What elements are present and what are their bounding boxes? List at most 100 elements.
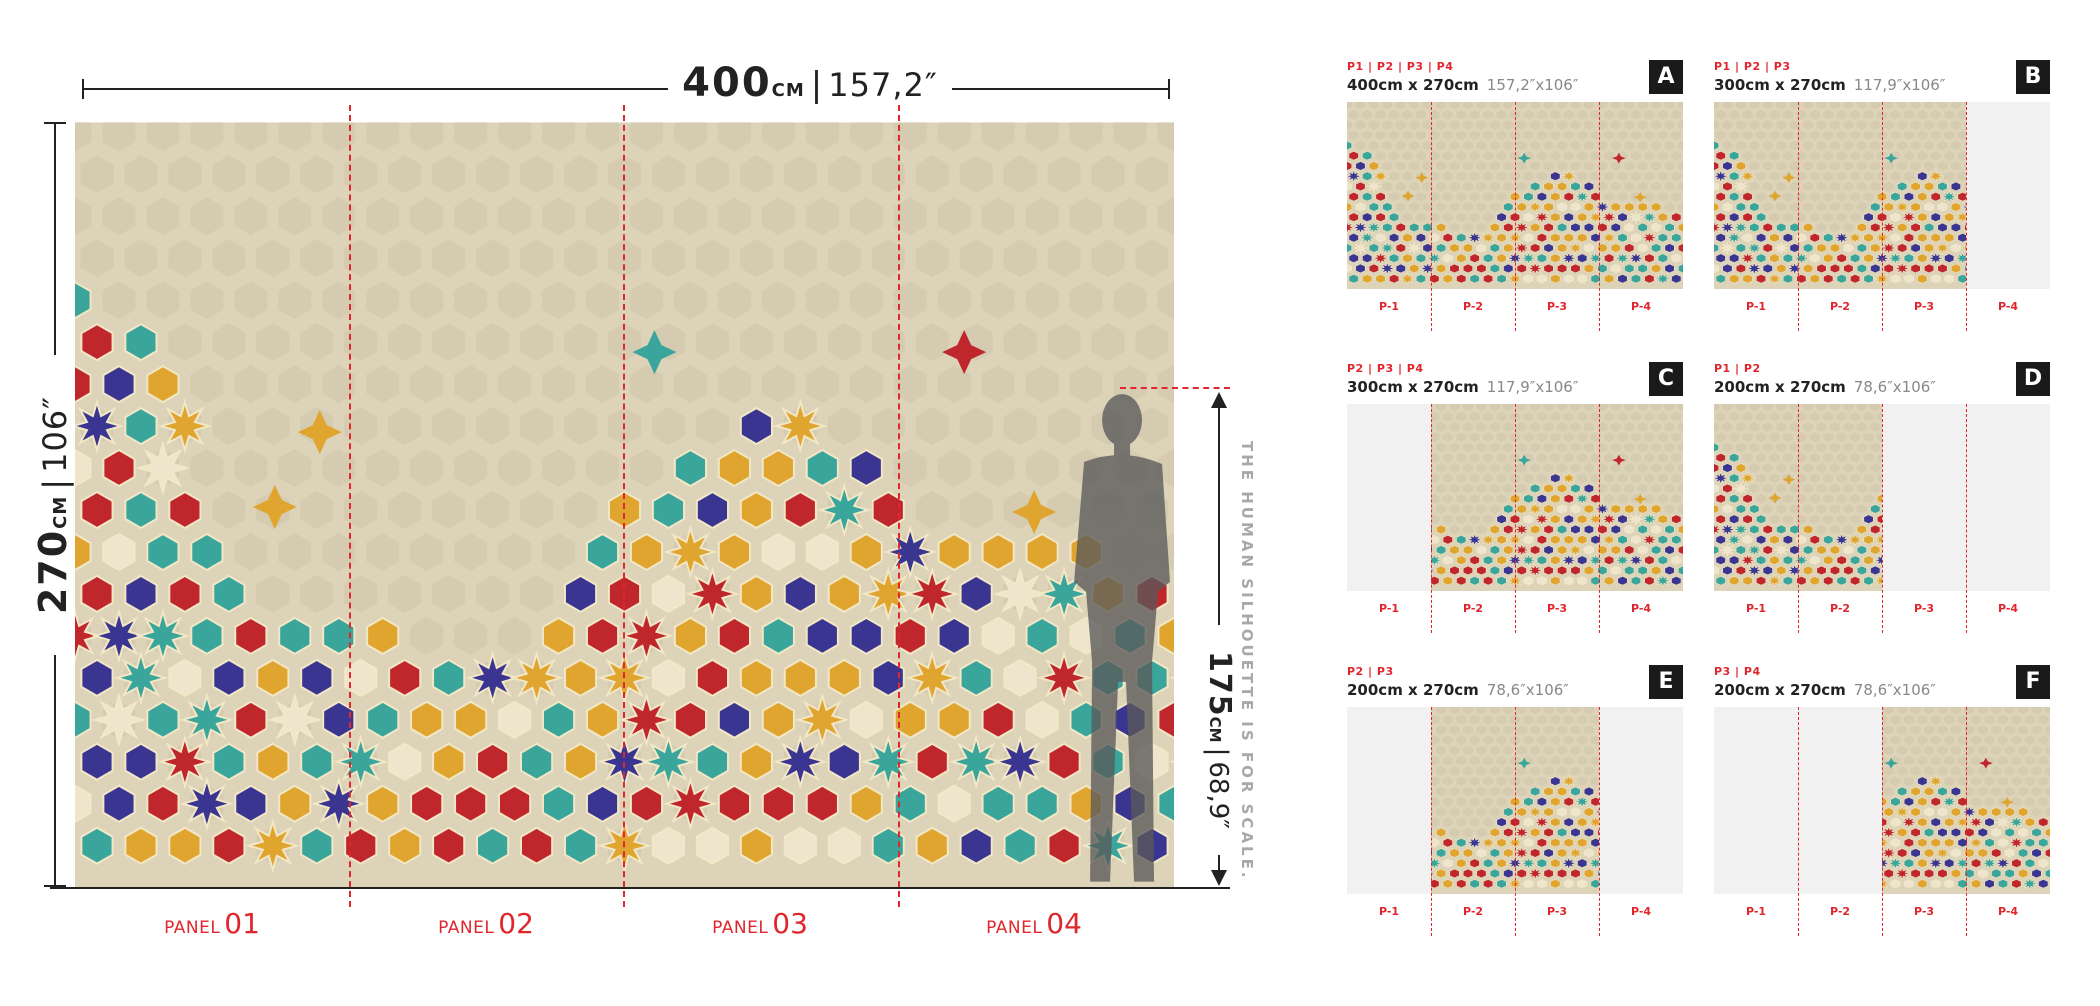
panel-divider-2: [623, 105, 625, 907]
variant-size: 300cm x 270cm 117,9″x106″: [1714, 76, 1945, 94]
panel-divider-3: [898, 105, 900, 907]
variant-size: 400cm x 270cm 157,2″x106″: [1347, 76, 1578, 94]
variant-panel-divider: [1431, 102, 1432, 331]
height-dimension-cap-bottom: [44, 885, 66, 887]
variant-letter-badge: E: [1649, 665, 1683, 699]
variant-size-imperial: 78,6″x106″: [1853, 378, 1936, 396]
variant-panel-label: P-1: [1378, 300, 1400, 313]
person-height-arrow-top: [1211, 392, 1227, 408]
variant-a: P1 | P2 | P3 | P4 400cm x 270cm 157,2″x106…: [1347, 60, 1683, 360]
panel-label-04: PANEL 04: [954, 907, 1114, 940]
panel-label-number: 04: [1046, 907, 1082, 940]
mural-pattern: [75, 122, 1174, 888]
variant-panel-divider: [1882, 102, 1883, 331]
variant-panel-divider: [1966, 102, 1967, 331]
variant-panels-tag: P3 | P4: [1714, 665, 1761, 678]
variant-panel-label: P-4: [1997, 602, 2019, 615]
variant-panel-divider: [1798, 707, 1799, 936]
variant-panel-label: P-1: [1745, 905, 1767, 918]
panel-label-02: PANEL 02: [406, 907, 566, 940]
variant-panel-divider: [1515, 404, 1516, 633]
height-dimension-cap-top: [44, 122, 66, 124]
variant-panel-label: P-1: [1378, 905, 1400, 918]
variant-size: 300cm x 270cm 117,9″x106″: [1347, 378, 1578, 396]
variant-size-metric: 300cm x 270cm: [1714, 76, 1846, 94]
variant-panel-label: P-4: [1997, 905, 2019, 918]
height-imperial: 106″: [36, 395, 74, 473]
width-dimension-line: [82, 88, 1170, 90]
person-height-unit: CM: [1206, 716, 1224, 743]
variant-letter-badge: D: [2016, 362, 2050, 396]
variant-panel-divider: [1966, 707, 1967, 936]
variant-panel-label: P-4: [1630, 300, 1652, 313]
panel-label-number: 01: [224, 907, 260, 940]
width-unit: CM: [771, 80, 805, 101]
variant-panel-divider: [1599, 707, 1600, 936]
variant-size-metric: 400cm x 270cm: [1347, 76, 1479, 94]
variant-panel-label: P-2: [1829, 602, 1851, 615]
height-value: 270: [31, 528, 75, 615]
variant-panel-divider: [1599, 404, 1600, 633]
panel-label-text: PANEL: [712, 918, 769, 938]
variant-panel-label: P-3: [1913, 300, 1935, 313]
variant-panel-divider: [1431, 404, 1432, 633]
variant-panel-label: P-2: [1462, 602, 1484, 615]
variant-panel-label: P-4: [1997, 300, 2019, 313]
variant-size-metric: 200cm x 270cm: [1714, 378, 1846, 396]
variant-size: 200cm x 270cm 78,6″x106″: [1347, 681, 1569, 699]
width-label: 400CM | 157,2″: [668, 60, 952, 110]
panel-label-01: PANEL 01: [132, 907, 292, 940]
height-label: 270CM|106″: [31, 355, 77, 655]
human-silhouette: [1074, 394, 1171, 882]
panel-label-text: PANEL: [164, 918, 221, 938]
variant-size-imperial: 78,6″x106″: [1853, 681, 1936, 699]
width-value: 400: [682, 60, 772, 106]
variant-size: 200cm x 270cm 78,6″x106″: [1714, 681, 1936, 699]
variant-panel-label: P-3: [1913, 602, 1935, 615]
variant-panel-label: P-2: [1829, 905, 1851, 918]
floor-baseline: [50, 887, 1230, 889]
variant-panel-label: P-4: [1630, 905, 1652, 918]
scale-note: THE HUMAN SILHOUETTE IS FOR SCALE.: [1238, 441, 1256, 881]
variant-size-imperial: 117,9″x106″: [1486, 378, 1579, 396]
variant-letter-badge: F: [2016, 665, 2050, 699]
variant-panel-divider: [1431, 707, 1432, 936]
variant-panel-divider: [1599, 102, 1600, 331]
width-imperial: 157,2″: [828, 66, 938, 104]
variant-size-imperial: 78,6″x106″: [1486, 681, 1569, 699]
person-height-label: 175CM|68,9″: [1197, 625, 1237, 855]
variant-letter-badge: B: [2016, 60, 2050, 94]
variant-panel-label: P-4: [1630, 602, 1652, 615]
width-dimension-cap-left: [82, 79, 84, 99]
variant-panel-divider: [1798, 404, 1799, 633]
variant-size-metric: 300cm x 270cm: [1347, 378, 1479, 396]
variant-size-metric: 200cm x 270cm: [1714, 681, 1846, 699]
height-unit: CM: [50, 495, 71, 529]
variant-panel-divider: [1515, 102, 1516, 331]
panel-divider-1: [349, 105, 351, 907]
variant-d: P1 | P2 200cm x 270cm 78,6″x106″ D P-1 P-2 P-3…: [1714, 362, 2050, 662]
panel-label-number: 02: [498, 907, 534, 940]
variant-letter-badge: C: [1649, 362, 1683, 396]
variant-panel-label: P-3: [1546, 602, 1568, 615]
variant-panels-tag: P1 | P2 | P3 | P4: [1347, 60, 1454, 73]
panel-label-number: 03: [772, 907, 808, 940]
variant-c: P2 | P3 | P4 300cm x 270cm 117,9″x106″ C P-1…: [1347, 362, 1683, 662]
panel-label-text: PANEL: [438, 918, 495, 938]
person-height-value: 175: [1202, 651, 1237, 717]
variant-panel-divider: [1966, 404, 1967, 633]
panel-label-text: PANEL: [986, 918, 1043, 938]
variant-letter-badge: A: [1649, 60, 1683, 94]
variant-panel-label: P-3: [1913, 905, 1935, 918]
variant-panel-label: P-1: [1378, 602, 1400, 615]
variant-size-imperial: 117,9″x106″: [1853, 76, 1946, 94]
variant-panel-divider: [1515, 707, 1516, 936]
variant-panel-label: P-3: [1546, 905, 1568, 918]
variant-panels-tag: P2 | P3: [1347, 665, 1394, 678]
person-height-top-guide: [1120, 387, 1230, 389]
variant-size: 200cm x 270cm 78,6″x106″: [1714, 378, 1936, 396]
variant-f: P3 | P4 200cm x 270cm 78,6″x106″ F P-1 P-2 P-3…: [1714, 665, 2050, 965]
person-height-arrow-bottom: [1211, 870, 1227, 886]
variant-panels-tag: P2 | P3 | P4: [1347, 362, 1424, 375]
variant-panel-divider: [1882, 404, 1883, 633]
